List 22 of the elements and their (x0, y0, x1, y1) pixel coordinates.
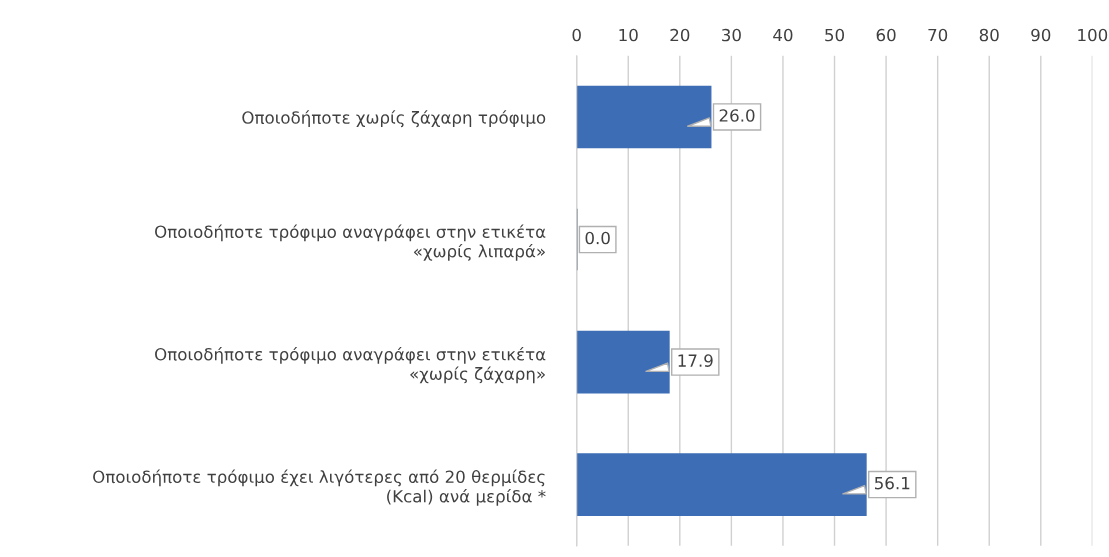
y-tick-label: Οποιοδήποτε τρόφιμο έχει λιγότερες από 20 θερμίδες (Kcal) ανά μερίδα * (93, 469, 546, 506)
x-tick-label: 30 (722, 28, 741, 42)
bar (576, 85, 712, 149)
y-tick-label: Οποιοδήποτε τρόφιμο αναγράφει στην ετικέτα «χωρίς ζάχαρη» (155, 346, 546, 384)
x-tick-label: 20 (670, 28, 690, 42)
x-tick-label: 50 (825, 28, 845, 42)
x-tick-label: 60 (876, 28, 896, 42)
x-tick-label: 10 (619, 28, 638, 42)
data-label: 26.0 (719, 109, 755, 122)
x-tick-label: 90 (1031, 28, 1051, 42)
x-tick-label: 80 (979, 28, 999, 42)
bar (576, 453, 867, 516)
data-label: 0.0 (585, 231, 610, 245)
bar (576, 330, 670, 394)
y-tick-label: Οποιοδήποτε χωρίς ζάχαρη τρόφιμο (242, 110, 546, 128)
x-tick-label: 0 (572, 28, 581, 42)
x-tick-label: 100 (1078, 28, 1108, 42)
x-tick-label: 40 (773, 28, 793, 42)
y-tick-label: Οποιοδήποτε τρόφιμο αναγράφει στην ετικέτα «χωρίς λιπαρά» (155, 224, 546, 261)
data-label: 17.9 (678, 354, 713, 367)
data-label: 56.1 (875, 476, 910, 490)
x-tick-label: 70 (928, 28, 948, 42)
